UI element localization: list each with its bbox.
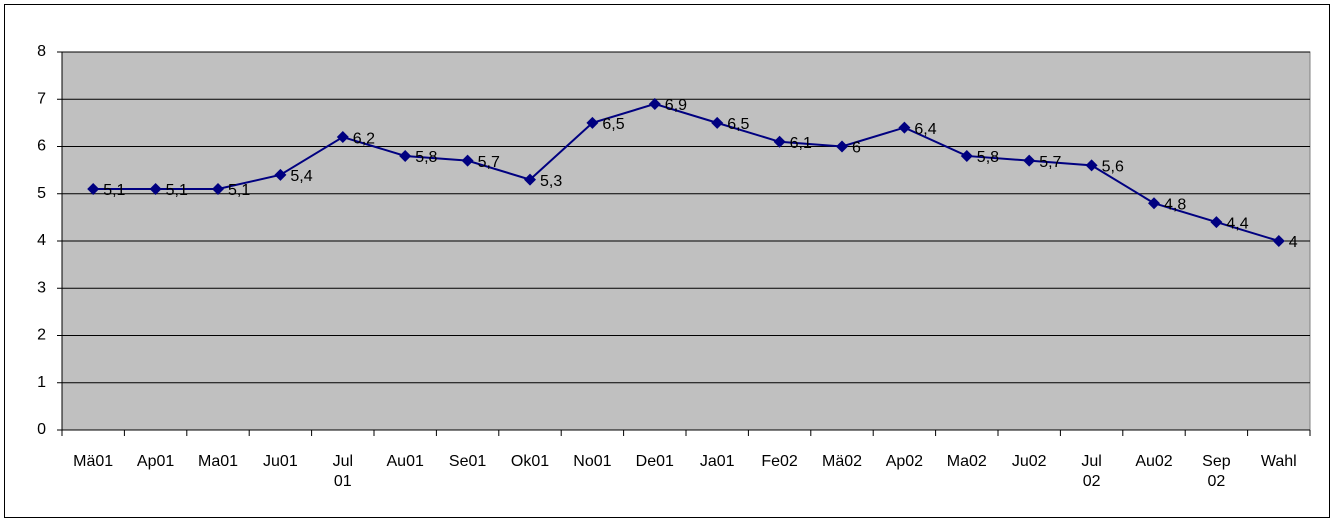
data-point [212,183,224,196]
x-tick-label: Fe02 [761,453,798,470]
data-point [773,135,786,148]
data-point [1272,235,1285,247]
data-label: 6 [852,140,861,157]
y-tick-label: 3 [37,279,46,296]
x-tick-label: Se01 [448,453,487,470]
x-tick-label: Mä02 [821,453,863,470]
data-point [1148,197,1160,210]
x-tick-label: Au01 [386,453,424,470]
data-label: 5,7 [1039,154,1061,171]
x-tick-label: Sep 02 [1202,453,1231,490]
data-point [711,116,724,129]
y-tick-label: 7 [37,90,46,107]
y-tick-label: 8 [37,43,46,60]
data-label: 6,9 [665,97,687,114]
data-label: 4 [1289,234,1298,251]
y-tick-label: 5 [37,185,46,202]
x-tick-label: Ja01 [699,453,735,470]
data-point [461,154,474,167]
data-label: 4,8 [1164,196,1186,213]
x-tick-label: Ma01 [197,453,239,470]
data-label: 5,8 [977,149,999,166]
y-tick-label: 2 [37,327,46,344]
data-point [898,121,911,134]
data-label: 5,8 [415,149,437,166]
data-point [1210,216,1223,229]
y-tick-label: 1 [37,374,46,391]
x-tick-label: Ju02 [1011,453,1047,470]
data-line [93,102,1280,242]
x-tick-label: Au02 [1135,453,1173,470]
data-label: 4,4 [1226,215,1248,232]
data-point [1085,159,1098,172]
y-tick-label: 0 [37,421,46,438]
data-point [1023,154,1036,167]
data-point [836,140,848,153]
data-label: 5,3 [540,173,562,190]
data-label: 6,2 [353,130,375,147]
data-point [87,183,100,196]
data-point [399,149,412,162]
data-label: 5,7 [478,154,500,171]
x-tick-label: Ap02 [885,453,924,470]
x-tick-label: Ok01 [510,453,550,470]
data-label: 5,4 [290,168,312,185]
x-tick-label: Mä01 [73,453,114,470]
x-tick-label: Ju01 [263,453,298,470]
data-point [648,97,661,110]
x-tick-label: Jul 02 [1081,453,1102,490]
data-point [274,168,287,181]
data-point [960,149,973,162]
x-tick-label: Ap01 [136,453,175,470]
data-label: 5,1 [228,182,250,199]
x-tick-label: No01 [573,453,612,470]
data-label: 5,1 [166,182,188,199]
data-label: 5,6 [1102,159,1124,176]
data-point [149,183,162,196]
data-point [524,173,536,186]
y-tick-label: 6 [37,138,46,155]
x-tick-label: Wahl [1260,453,1297,470]
data-label: 6,4 [914,121,936,138]
x-tick-label: Ma02 [946,453,987,470]
data-point [586,116,599,129]
data-label: 5,1 [103,182,125,199]
data-point [336,131,349,144]
x-tick-label: Jul 01 [332,453,354,490]
data-label: 6,5 [727,116,749,133]
x-tick-label: De01 [635,453,674,470]
y-tick-label: 4 [37,232,46,249]
data-label: 6,1 [790,135,812,152]
data-label: 6,5 [602,116,624,133]
